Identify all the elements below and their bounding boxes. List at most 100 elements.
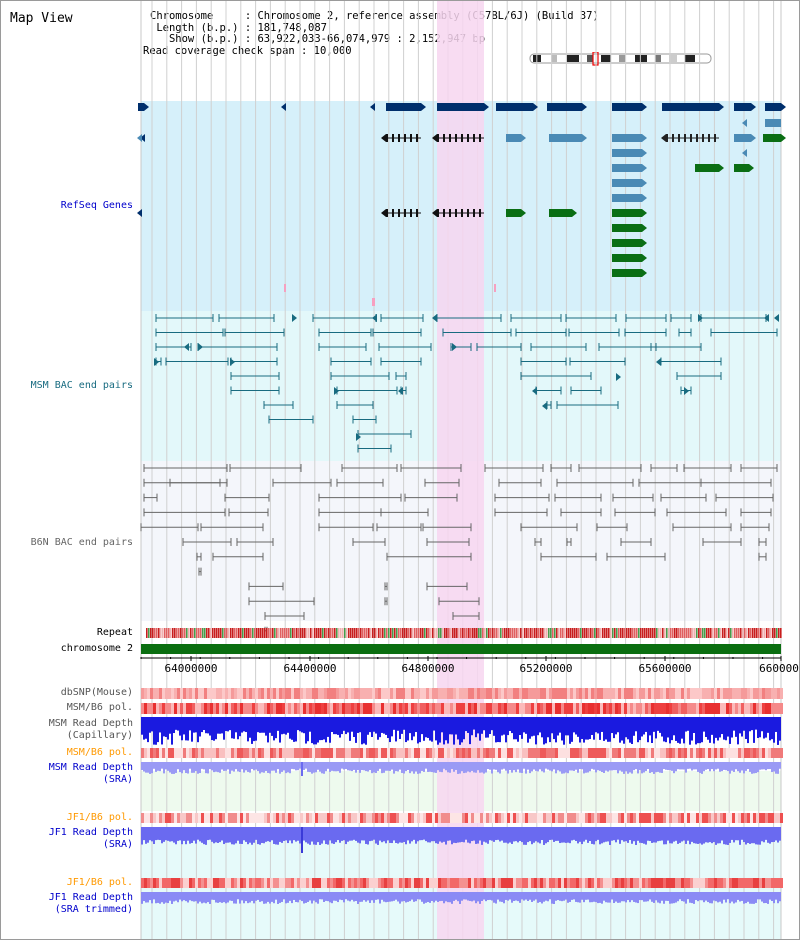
heat-cell: [642, 813, 645, 823]
depth-bar: [583, 827, 585, 842]
depth-bar: [323, 717, 325, 740]
depth-bar: [667, 892, 669, 901]
heat-cell: [630, 688, 633, 699]
repeat-mark: [180, 628, 182, 638]
heat-cell: [735, 703, 738, 714]
depth-bar: [581, 717, 583, 739]
heat-cell: [327, 748, 330, 758]
repeat-mark: [660, 628, 662, 638]
depth-bar: [411, 892, 413, 900]
heat-cell: [501, 748, 504, 758]
depth-bar: [555, 827, 557, 841]
bac-end-marker: [656, 358, 661, 366]
depth-bar: [389, 827, 391, 843]
track-label-msm-pol-1: MSM/B6 pol.: [66, 702, 133, 713]
depth-bar: [295, 892, 297, 902]
depth-bar: [375, 892, 377, 900]
gene-exon: [612, 103, 642, 111]
depth-bar: [349, 827, 351, 841]
heat-cell: [345, 813, 348, 823]
repeat-mark: [780, 628, 782, 638]
gene-arrow: [144, 103, 149, 111]
heat-cell: [411, 703, 414, 714]
depth-bar: [243, 717, 245, 732]
repeat-mark: [586, 628, 588, 638]
depth-bar: [511, 827, 513, 844]
heat-cell: [198, 703, 201, 714]
heat-cell: [420, 813, 423, 823]
page-title: Map View: [10, 11, 73, 26]
depth-bar: [175, 827, 177, 845]
heat-cell: [648, 813, 651, 823]
heat-cell: [384, 878, 387, 888]
depth-bar: [773, 827, 775, 842]
repeat-mark: [170, 628, 172, 638]
depth-bar: [569, 762, 571, 771]
repeat-mark: [680, 628, 682, 638]
heat-cell: [618, 688, 621, 699]
heat-cell: [756, 878, 759, 888]
depth-bar: [415, 717, 417, 733]
heat-cell: [192, 878, 195, 888]
depth-bar: [613, 827, 615, 841]
depth-bar: [593, 827, 595, 845]
depth-bar: [289, 762, 291, 774]
depth-bar: [641, 892, 643, 901]
repeat-mark: [516, 628, 518, 638]
depth-bar: [411, 827, 413, 842]
track-label-msm-bac[interactable]: MSM BAC end pairs: [30, 380, 133, 391]
depth-bar: [569, 827, 571, 844]
heat-cell: [546, 688, 549, 699]
depth-bar: [159, 827, 161, 841]
heat-cell: [363, 813, 366, 823]
heat-cell: [378, 748, 381, 758]
depth-bar: [531, 892, 533, 902]
heat-cell: [147, 878, 150, 888]
depth-bar: [623, 762, 625, 774]
repeat-mark: [434, 628, 436, 638]
heat-cell: [438, 688, 441, 699]
depth-bar: [425, 827, 427, 842]
depth-bar: [357, 892, 359, 904]
repeat-mark: [294, 628, 296, 638]
heat-cell: [492, 813, 495, 823]
depth-bar: [647, 892, 649, 902]
depth-bar: [657, 827, 659, 842]
depth-bar: [753, 762, 755, 774]
heat-cell: [258, 813, 261, 823]
depth-bar: [369, 892, 371, 903]
depth-bar: [665, 717, 667, 743]
heat-cell: [153, 703, 156, 714]
heat-cell: [624, 813, 627, 823]
depth-bar: [617, 717, 619, 733]
repeat-mark: [386, 628, 388, 638]
depth-bar: [585, 827, 587, 840]
heat-cell: [615, 703, 618, 714]
depth-bar: [391, 762, 393, 770]
repeat-mark: [372, 628, 374, 638]
heat-cell: [411, 688, 414, 699]
depth-bar: [459, 892, 461, 904]
gene-arrow: [751, 134, 756, 142]
track-label-refseq-genes[interactable]: RefSeq Genes: [60, 200, 133, 211]
heat-cell: [168, 688, 171, 699]
depth-bar: [263, 717, 265, 733]
heat-cell: [423, 703, 426, 714]
depth-bar: [377, 762, 379, 771]
depth-bar: [299, 717, 301, 732]
heat-cell: [345, 878, 348, 888]
heat-cell: [621, 688, 624, 699]
repeat-mark: [670, 628, 672, 638]
depth-bar: [547, 717, 549, 738]
repeat-mark: [514, 628, 516, 638]
heat-cell: [378, 703, 381, 714]
heat-cell: [336, 688, 339, 699]
track-label-b6n-bac[interactable]: B6N BAC end pairs: [30, 537, 133, 548]
depth-bar: [293, 827, 295, 841]
track-label-jf1-pol-2: JF1/B6 pol.: [66, 877, 133, 888]
depth-bar: [203, 892, 205, 903]
depth-bar: [179, 892, 181, 900]
repeat-mark: [632, 628, 634, 638]
depth-bar: [229, 892, 231, 901]
